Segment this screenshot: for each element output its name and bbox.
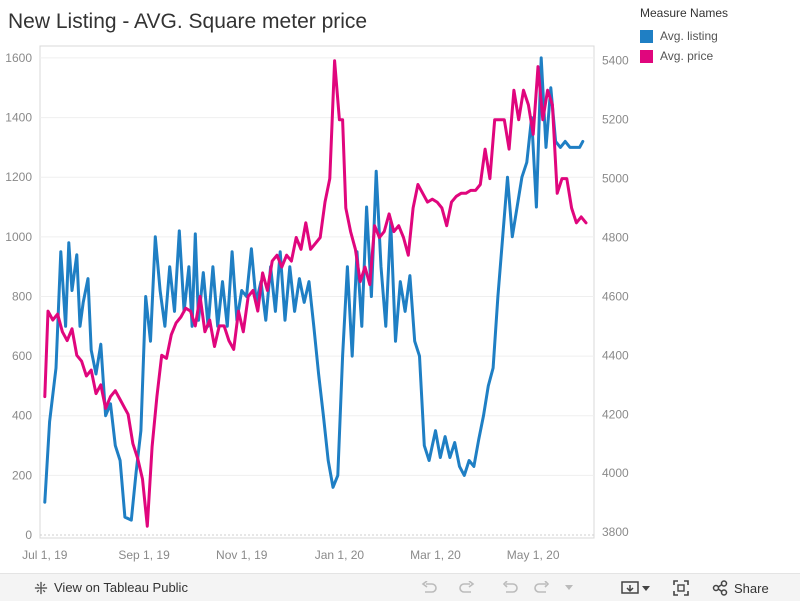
y2-tick-label: 5000 — [602, 172, 629, 186]
chart-title: New Listing - AVG. Square meter price — [8, 10, 368, 33]
view-label: View on Tableau Public — [54, 580, 188, 595]
y2-tick-label: 3800 — [602, 525, 629, 539]
plot-area — [39, 45, 595, 539]
y2-tick-label: 4600 — [602, 289, 629, 303]
y2-tick-label: 5400 — [602, 54, 629, 68]
y-tick-label: 1400 — [5, 111, 32, 125]
y2-tick-label: 4200 — [602, 407, 629, 421]
undo-icon — [421, 581, 437, 593]
legend-item-avg-price[interactable]: Avg. price — [640, 46, 728, 66]
redo-icon — [459, 581, 475, 593]
y-tick-label: 400 — [12, 409, 32, 423]
redo-button[interactable] — [456, 578, 478, 598]
revert-button-2[interactable] — [530, 578, 552, 598]
fullscreen-button[interactable] — [670, 578, 692, 598]
x-tick-label: Nov 1, 19 — [216, 548, 268, 562]
y2-tick-label: 5200 — [602, 113, 629, 127]
legend-label-avg-price: Avg. price — [660, 49, 714, 63]
share-button[interactable]: Share — [712, 580, 769, 596]
y-axis-right: 3800 4000 4200 4400 4600 4800 5000 5200 5400 — [602, 54, 629, 539]
series-group — [43, 56, 588, 528]
x-tick-label: Mar 1, 20 — [410, 548, 461, 562]
legend-swatch-avg-listing — [640, 29, 653, 43]
x-tick-label: Sep 1, 19 — [118, 548, 170, 562]
fullscreen-icon — [673, 580, 689, 596]
download-icon — [621, 581, 650, 594]
view-on-tableau-link[interactable]: View on Tableau Public — [34, 580, 188, 595]
tableau-icon — [34, 581, 48, 594]
y-tick-label: 200 — [12, 468, 32, 482]
y-tick-label: 800 — [12, 289, 32, 303]
y-tick-label: 1000 — [5, 230, 32, 244]
y2-tick-label: 4000 — [602, 466, 629, 480]
revert-button[interactable] — [500, 578, 522, 598]
series-line-avg-listing[interactable] — [43, 56, 585, 522]
legend-item-avg-listing[interactable]: Avg. listing — [640, 26, 728, 46]
legend-swatch-avg-price — [640, 49, 653, 63]
x-tick-label: Jul 1, 19 — [22, 548, 68, 562]
series-line-avg-price[interactable] — [43, 59, 588, 528]
y-axis-left: 0 200 400 600 800 1000 1200 1400 1600 — [5, 51, 32, 542]
share-icon — [712, 580, 728, 596]
y-tick-label: 1600 — [5, 51, 32, 65]
y-tick-label: 0 — [25, 528, 32, 542]
toolbar: View on Tableau Public — [0, 573, 800, 601]
y2-tick-label: 4400 — [602, 348, 629, 362]
revert-dropdown-icon — [565, 585, 573, 590]
revert-dropdown-button[interactable] — [562, 578, 576, 598]
legend-label-avg-listing: Avg. listing — [660, 29, 718, 43]
share-label: Share — [734, 580, 769, 596]
x-axis: Jul 1, 19 Sep 1, 19 Nov 1, 19 Jan 1, 20 Mar … — [22, 548, 560, 562]
legend-title: Measure Names — [640, 6, 729, 20]
line-chart: 0 200 400 600 800 1000 1200 1400 1600 3800 4000 42… — [5, 45, 629, 562]
y-tick-label: 1200 — [5, 170, 32, 184]
legend: Measure Names Avg. listing Avg. price — [640, 6, 728, 66]
y-tick-label: 600 — [12, 349, 32, 363]
grid-lines — [40, 57, 594, 536]
download-button[interactable] — [618, 578, 654, 598]
y2-tick-label: 4800 — [602, 230, 629, 244]
revert-icon — [534, 581, 549, 593]
revert-icon — [503, 581, 518, 593]
x-tick-label: May 1, 20 — [507, 548, 560, 562]
x-tick-label: Jan 1, 20 — [315, 548, 365, 562]
undo-button[interactable] — [418, 578, 440, 598]
